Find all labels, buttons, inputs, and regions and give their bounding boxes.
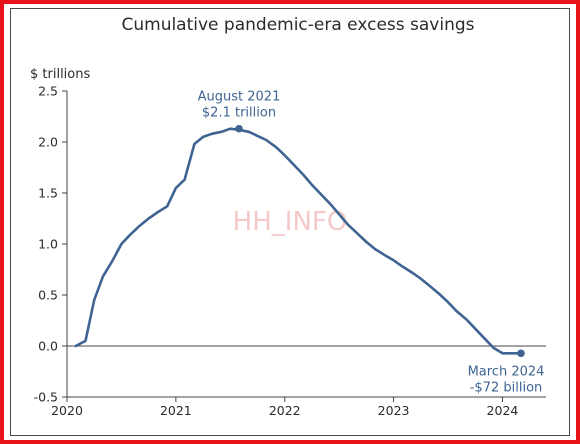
annotation-marker — [235, 124, 243, 133]
chart-title: Cumulative pandemic-era excess savings — [121, 15, 474, 35]
y-tick-label: -0.5 — [34, 390, 58, 405]
annotation-marker — [517, 349, 525, 358]
y-axis-label: $ trillions — [30, 67, 90, 82]
x-tick-label: 2024 — [487, 403, 519, 418]
watermark-text: HH_INFO — [233, 207, 348, 237]
y-tick-label: 0.5 — [38, 288, 58, 303]
annotation-label: August 2021 — [198, 90, 281, 105]
annotation-label: $2.1 trillion — [202, 106, 276, 121]
x-tick-label: 2020 — [51, 403, 83, 418]
y-tick-label: 1.0 — [38, 237, 58, 252]
x-tick-label: 2022 — [269, 403, 301, 418]
y-tick-label: 1.5 — [38, 186, 58, 201]
savings-series-line — [74, 127, 523, 355]
x-tick-label: 2023 — [378, 403, 410, 418]
x-tick-label: 2021 — [160, 403, 192, 418]
y-tick-label: 2.0 — [38, 135, 58, 150]
y-tick-label: 2.5 — [38, 84, 58, 99]
chart-panel — [10, 8, 570, 436]
annotation-label: March 2024 — [468, 364, 545, 379]
y-tick-label: 0.0 — [38, 339, 58, 354]
annotation-label: -$72 billion — [470, 380, 543, 395]
